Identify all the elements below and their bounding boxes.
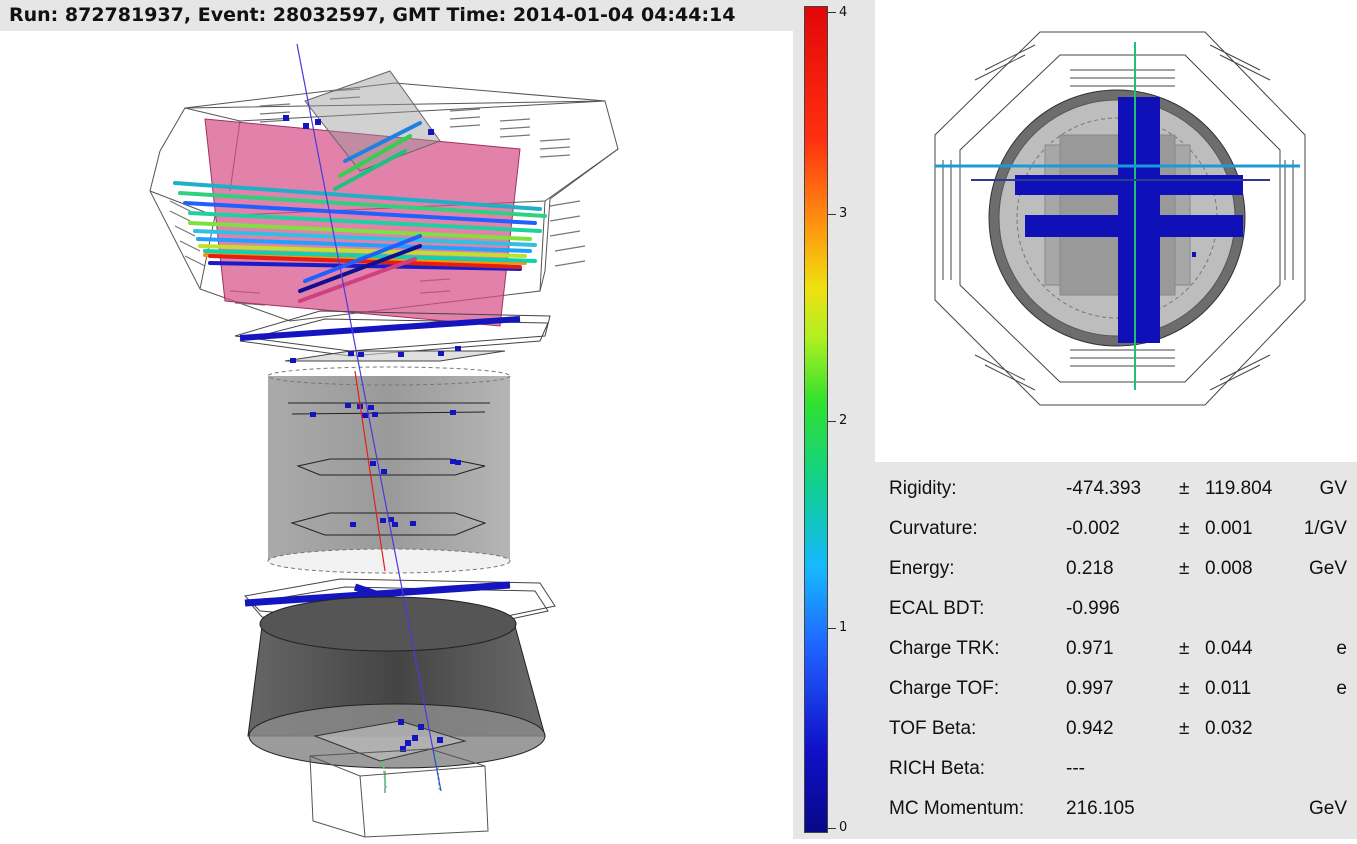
info-row-ecal-bdt: ECAL BDT: -0.996 xyxy=(875,598,1357,628)
info-label: RICH Beta: xyxy=(889,758,986,779)
info-row-tof-beta: TOF Beta: 0.942 ± 0.032 xyxy=(875,718,1357,748)
xy-octagon xyxy=(934,31,1306,406)
detector-3d-canvas xyxy=(149,43,619,838)
info-pm: ± xyxy=(1179,478,1190,499)
info-row-charge-tof: Charge TOF: 0.997 ± 0.011 e xyxy=(875,678,1357,708)
info-row-mc-momentum: MC Momentum: 216.105 GeV xyxy=(875,798,1357,828)
info-unit: 1/GV xyxy=(1303,518,1347,539)
info-error: 0.044 xyxy=(1205,638,1253,659)
info-row-rigidity: Rigidity: -474.393 ± 119.804 GV xyxy=(875,478,1357,508)
upper-tof-paddle xyxy=(239,316,521,341)
info-label: Charge TOF: xyxy=(889,678,1000,699)
info-unit: GeV xyxy=(1308,558,1347,579)
info-label: Rigidity: xyxy=(889,478,957,499)
info-label: MC Momentum: xyxy=(889,798,1025,819)
reco-track xyxy=(354,370,386,572)
info-unit: e xyxy=(1336,638,1347,659)
upper-tof-hits xyxy=(290,346,461,363)
info-error: 0.011 xyxy=(1205,678,1252,699)
info-label: Charge TRK: xyxy=(889,638,1000,659)
xy-hatch xyxy=(942,44,1294,391)
detector-xy-canvas xyxy=(934,31,1306,406)
info-value: -474.393 xyxy=(1066,478,1142,499)
trd-blue-hits xyxy=(283,115,434,135)
trd-hits xyxy=(173,121,547,303)
info-error: 0.032 xyxy=(1205,718,1253,739)
info-value: 0.971 xyxy=(1066,638,1114,659)
color-scale-tick xyxy=(828,214,836,215)
trd-gray-plane xyxy=(304,70,441,172)
info-value: -0.996 xyxy=(1066,598,1120,619)
color-scale-label-3: 3 xyxy=(839,206,848,221)
color-scale-gradient xyxy=(804,6,828,833)
particle-track xyxy=(296,43,442,792)
info-pm: ± xyxy=(1179,638,1190,659)
color-scale-tick xyxy=(828,628,836,629)
color-scale-tick xyxy=(828,421,836,422)
color-scale-label-0: 0 xyxy=(839,820,848,835)
detector-xy-view[interactable] xyxy=(875,0,1357,462)
info-unit: GeV xyxy=(1308,798,1347,819)
info-pm: ± xyxy=(1179,518,1190,539)
info-unit: GV xyxy=(1319,478,1347,499)
color-scale: 4 3 2 1 0 xyxy=(793,0,875,839)
info-value: 0.942 xyxy=(1066,718,1114,739)
info-value: 0.997 xyxy=(1066,678,1114,699)
ecal xyxy=(247,596,546,769)
info-row-charge-trk: Charge TRK: 0.971 ± 0.044 e xyxy=(875,638,1357,668)
info-pm: ± xyxy=(1179,678,1190,699)
info-error: 119.804 xyxy=(1205,478,1273,499)
info-row-energy: Energy: 0.218 ± 0.008 GeV xyxy=(875,558,1357,588)
inner-tracker xyxy=(267,366,511,574)
info-label: TOF Beta: xyxy=(889,718,977,739)
info-error: 0.001 xyxy=(1205,518,1253,539)
color-scale-tick xyxy=(828,828,836,829)
info-pm: ± xyxy=(1179,558,1190,579)
info-unit: e xyxy=(1336,678,1347,699)
event-title: Run: 872781937, Event: 28032597, GMT Tim… xyxy=(0,0,793,31)
info-error: 0.008 xyxy=(1205,558,1253,579)
info-label: Curvature: xyxy=(889,518,978,539)
lower-tof xyxy=(243,578,556,632)
info-row-rich-beta: RICH Beta: --- xyxy=(875,758,1357,788)
color-scale-label-2: 2 xyxy=(839,413,848,428)
color-scale-label-4: 4 xyxy=(839,5,848,20)
info-value: 0.218 xyxy=(1066,558,1114,579)
color-scale-label-1: 1 xyxy=(839,620,848,635)
info-label: ECAL BDT: xyxy=(889,598,985,619)
color-scale-tick xyxy=(828,12,836,13)
info-pm: ± xyxy=(1179,718,1190,739)
detector-3d-view[interactable] xyxy=(0,31,793,839)
info-value: -0.002 xyxy=(1066,518,1120,539)
info-value: 216.105 xyxy=(1066,798,1135,819)
info-row-curvature: Curvature: -0.002 ± 0.001 1/GV xyxy=(875,518,1357,548)
upper-tof xyxy=(234,310,551,362)
info-value: --- xyxy=(1066,758,1085,779)
info-label: Energy: xyxy=(889,558,955,579)
event-info-panel: Rigidity: -474.393 ± 119.804 GV Curvatur… xyxy=(875,462,1357,839)
